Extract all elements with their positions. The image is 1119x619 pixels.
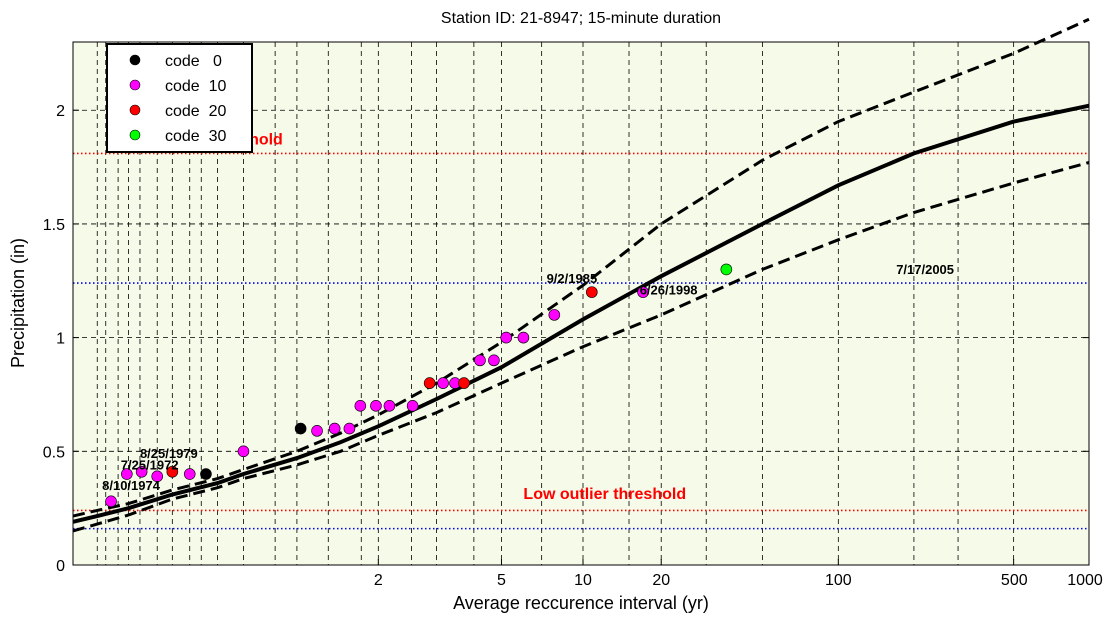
x-tick-label: 1000 [1067, 572, 1103, 589]
lower-bound-curve [72, 161, 1090, 533]
threshold-label: Low outlier threshold [523, 486, 686, 503]
legend: code 0 code 10 code 20 code 30 [106, 43, 253, 153]
point-annotation: 7/25/1972 [121, 457, 179, 472]
data-point [354, 400, 367, 412]
y-tick-label: 1.5 [43, 217, 65, 234]
legend-marker [129, 54, 141, 66]
data-point [474, 354, 486, 367]
data-point [720, 263, 733, 276]
point-annotation: 6/26/1998 [640, 282, 698, 297]
data-point [488, 354, 500, 367]
data-point [294, 422, 307, 435]
chart-title: Station ID: 21-8947; 15-minute duration [441, 10, 721, 27]
y-tick-label: 2 [56, 103, 65, 120]
y-tick-label: 0.5 [43, 444, 65, 461]
data-points [105, 263, 733, 508]
data-point [586, 286, 598, 298]
point-annotation: 8/25/1979 [140, 446, 198, 461]
data-point [548, 309, 561, 321]
data-point [500, 331, 513, 344]
data-point [121, 468, 133, 480]
legend-marker [129, 129, 141, 141]
data-point [183, 468, 196, 480]
data-point [423, 377, 436, 389]
x-tick-label: 2 [374, 572, 383, 589]
data-point [311, 425, 323, 437]
data-point [637, 286, 649, 298]
plot-frame [72, 41, 1090, 566]
upper-bound-curve [72, 17, 1090, 518]
x-axis-label: Average reccurence interval (yr) [453, 593, 709, 613]
x-tick-label: 100 [825, 572, 852, 589]
legend-label: code 0 [165, 53, 222, 70]
data-point [105, 495, 117, 508]
x-tick-label: 10 [574, 572, 592, 589]
data-point [135, 465, 148, 478]
point-annotation: 8/10/1974 [102, 478, 161, 493]
data-point [343, 422, 356, 435]
data-point [151, 470, 164, 483]
y-tick-label: 1 [56, 331, 65, 348]
data-point [437, 377, 449, 389]
data-point [328, 422, 341, 435]
data-point [406, 400, 419, 412]
x-tick-label: 20 [652, 572, 670, 589]
x-tick-labels: 2 5 10 20 100 500 1000 [374, 559, 1103, 589]
fit-curve-line [72, 103, 1090, 524]
legend-label: code 30 [165, 128, 226, 145]
x-tick-label: 500 [1001, 572, 1028, 589]
data-point [458, 377, 470, 389]
legend-marker [129, 104, 141, 116]
y-tick-labels: 0 0.5 1 1.5 2 [43, 103, 65, 575]
data-point [166, 465, 179, 478]
legend-label: code 20 [165, 103, 226, 120]
data-point [383, 400, 396, 412]
fit-curve [72, 103, 1090, 524]
y-tick-label: 0 [56, 558, 65, 575]
data-point [517, 331, 530, 344]
point-annotation: 9/2/1985 [547, 271, 598, 286]
x-tick-label: 5 [497, 572, 506, 589]
legend-marker [129, 79, 141, 91]
bound-curves [72, 17, 1090, 533]
data-point [237, 445, 250, 458]
legend-label: code 10 [165, 78, 226, 95]
data-point [200, 468, 212, 480]
point-annotation: 7/17/2005 [896, 262, 954, 277]
y-axis-label: Precipitation (in) [8, 238, 28, 368]
data-point [370, 400, 382, 412]
